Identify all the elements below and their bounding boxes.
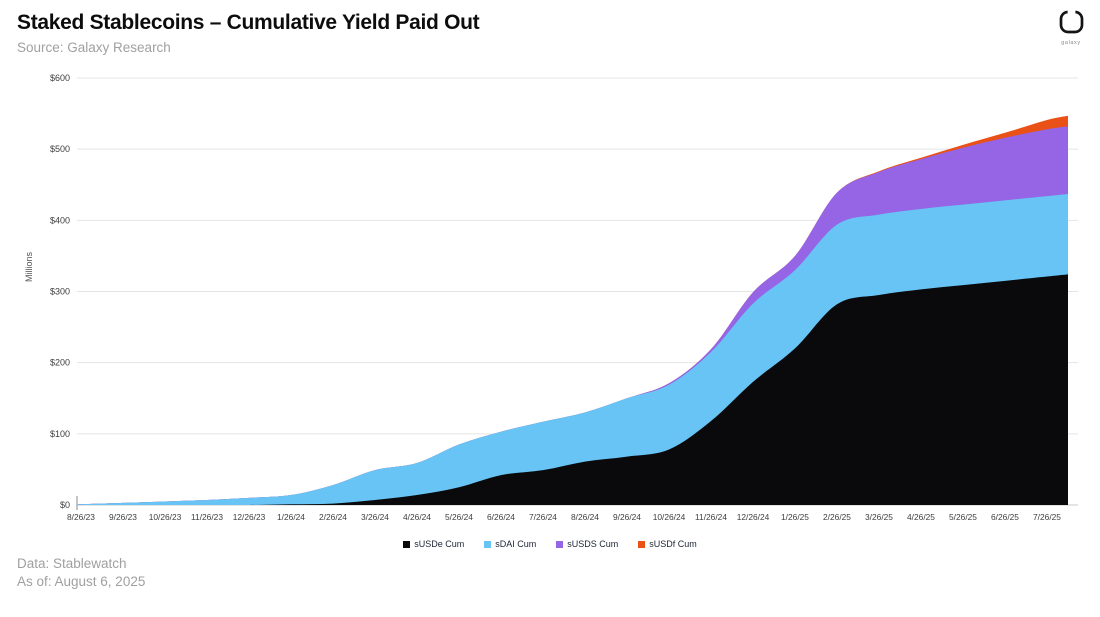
galaxy-logo-label: galaxy xyxy=(1061,40,1081,46)
x-tick-label: 2/26/25 xyxy=(823,512,851,522)
x-tick-label: 5/26/24 xyxy=(445,512,473,522)
x-tick-label: 11/26/24 xyxy=(695,512,727,522)
x-tick-label: 10/26/23 xyxy=(149,512,182,522)
footer-as-of-date: As of: August 6, 2025 xyxy=(17,574,146,589)
legend-label: sDAI Cum xyxy=(495,539,537,549)
legend-swatch xyxy=(556,540,564,548)
x-tick-label: 10/26/24 xyxy=(653,512,686,522)
x-tick-label: 9/26/23 xyxy=(109,512,137,522)
legend-item-susdf-cum: sUSDf Cum xyxy=(638,539,697,549)
chart-source: Source: Galaxy Research xyxy=(17,40,171,55)
legend-item-susds-cum: sUSDS Cum xyxy=(556,539,618,549)
x-tick-label: 3/26/25 xyxy=(865,512,893,522)
y-tick-label: $300 xyxy=(50,287,70,297)
legend-swatch xyxy=(484,540,492,548)
x-tick-label: 6/26/25 xyxy=(991,512,1019,522)
x-tick-label: 1/26/24 xyxy=(277,512,305,522)
x-tick-label: 7/26/25 xyxy=(1033,512,1061,522)
x-tick-label: 3/26/24 xyxy=(361,512,389,522)
y-tick-label: $0 xyxy=(60,500,70,510)
y-tick-label: $100 xyxy=(50,429,70,439)
x-tick-label: 6/26/24 xyxy=(487,512,515,522)
y-tick-label: $200 xyxy=(50,358,70,368)
x-tick-label: 1/26/25 xyxy=(781,512,809,522)
x-tick-label: 5/26/25 xyxy=(949,512,977,522)
x-tick-label: 12/26/23 xyxy=(233,512,266,522)
area-series-susde-cum xyxy=(78,274,1068,505)
x-tick-label: 11/26/23 xyxy=(191,512,223,522)
y-tick-label: $400 xyxy=(50,215,70,225)
x-tick-label: 4/26/24 xyxy=(403,512,431,522)
x-tick-label: 4/26/25 xyxy=(907,512,935,522)
x-tick-label: 8/26/23 xyxy=(67,512,95,522)
x-tick-label: 8/26/24 xyxy=(571,512,599,522)
legend-label: sUSDe Cum xyxy=(414,539,465,549)
galaxy-logo-icon xyxy=(1059,9,1083,34)
galaxy-logo: galaxy xyxy=(1054,8,1088,46)
legend-swatch xyxy=(403,540,411,548)
x-tick-label: 7/26/24 xyxy=(529,512,557,522)
legend-label: sUSDS Cum xyxy=(567,539,619,549)
x-tick-label: 9/26/24 xyxy=(613,512,641,522)
y-tick-label: $500 xyxy=(50,144,70,154)
footer-data-source: Data: Stablewatch xyxy=(17,556,127,571)
legend-item-susde-cum: sUSDe Cum xyxy=(403,539,464,549)
legend-label: sUSDf Cum xyxy=(649,539,697,549)
chart-title: Staked Stablecoins – Cumulative Yield Pa… xyxy=(17,11,480,34)
x-tick-label: 2/26/24 xyxy=(319,512,347,522)
y-tick-label: $600 xyxy=(50,73,70,83)
legend-swatch xyxy=(638,540,646,548)
chart-legend: sUSDe Cum sDAI Cum sUSDS Cum sUSDf Cum xyxy=(0,539,1100,549)
x-tick-label: 12/26/24 xyxy=(737,512,770,522)
legend-item-sdai-cum: sDAI Cum xyxy=(484,539,536,549)
